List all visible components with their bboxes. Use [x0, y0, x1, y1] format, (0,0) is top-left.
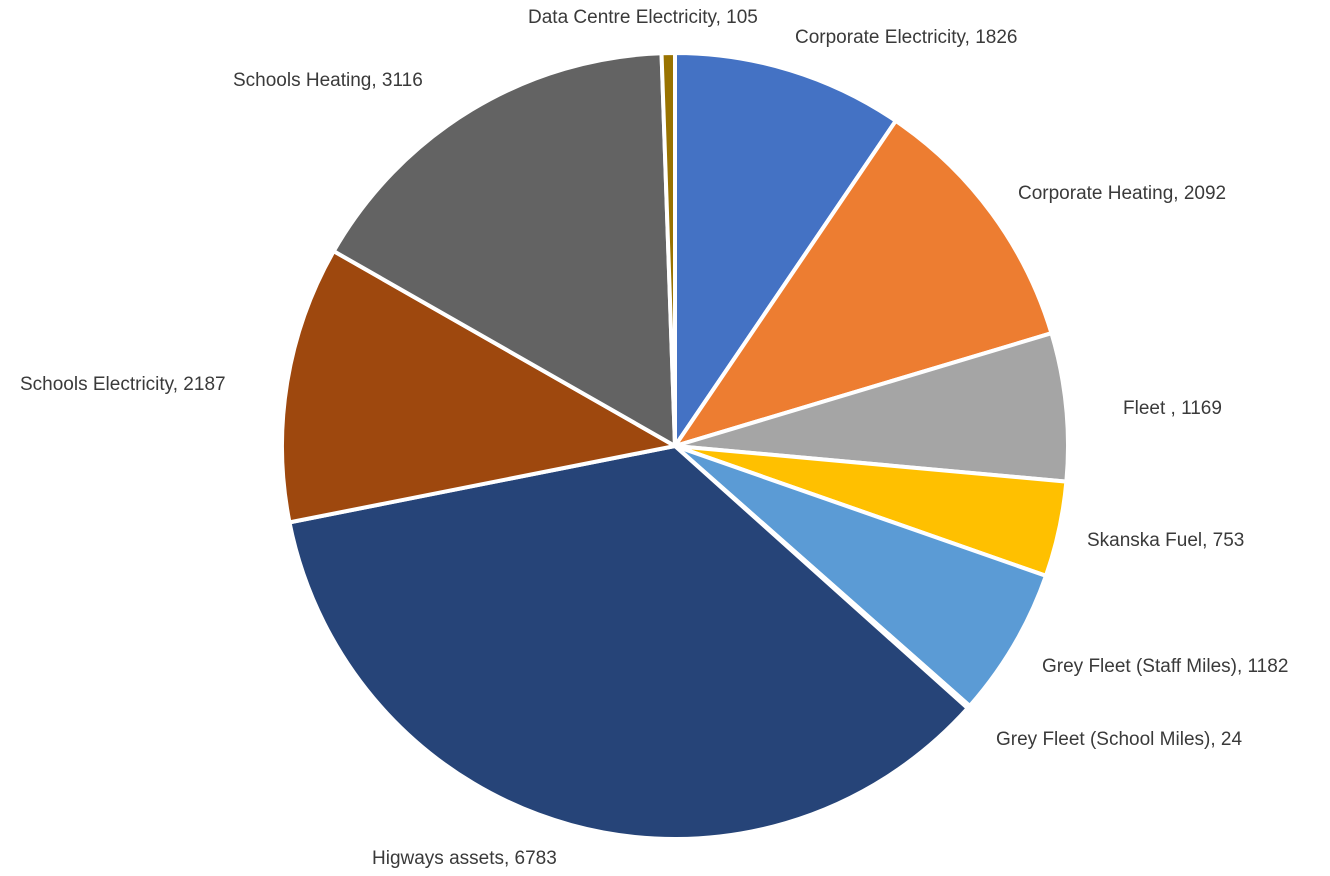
pie-slice-0 [673, 51, 898, 448]
pie-slice-8 [331, 51, 677, 448]
data-label-6: Higways assets, 6783 [372, 848, 557, 869]
data-label-5: Grey Fleet (School Miles), 24 [996, 729, 1242, 750]
data-label-1: Corporate Heating, 2092 [1018, 183, 1226, 204]
pie-slices [280, 50, 1070, 841]
data-label-3: Skanska Fuel, 753 [1087, 530, 1244, 551]
data-label-0: Corporate Electricity, 1826 [795, 27, 1017, 48]
pie-slice-1 [673, 118, 1054, 448]
data-label-2: Fleet , 1169 [1123, 398, 1222, 419]
data-label-9: Data Centre Electricity, 105 [528, 7, 758, 28]
data-label-4: Grey Fleet (Staff Miles), 1182 [1042, 656, 1288, 677]
pie-slice-6 [287, 444, 970, 841]
pie-slice-9 [659, 50, 677, 448]
pie-slice-2 [673, 331, 1070, 484]
pie-data-labels: Corporate Electricity, 1826 Corporate Hea… [20, 7, 1288, 869]
data-label-7: Schools Electricity, 2187 [20, 374, 226, 395]
pie-slice-7 [280, 249, 677, 525]
data-label-8: Schools Heating, 3116 [233, 70, 423, 91]
pie-slice-4 [673, 444, 1048, 708]
